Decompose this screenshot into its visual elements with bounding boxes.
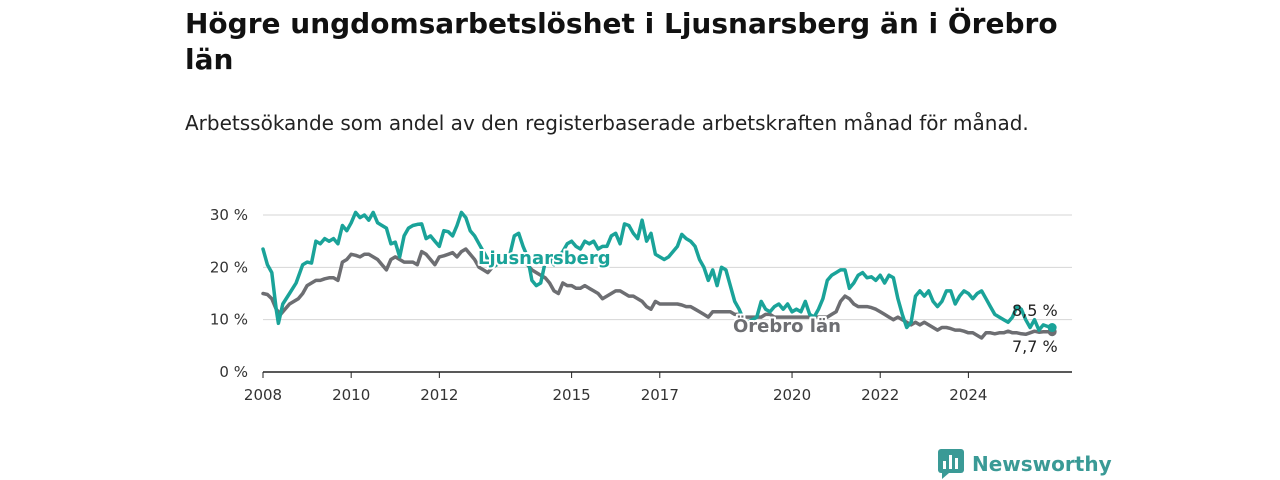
chart-subtitle: Arbetssökande som andel av den registerb…	[185, 111, 1029, 135]
y-tick-label: 30 %	[210, 206, 248, 224]
chart-title: Högre ungdomsarbetslöshet i Ljusnarsberg…	[185, 7, 1058, 76]
x-tick-label: 2020	[773, 386, 811, 404]
series-line-orebro-lan	[261, 247, 1054, 340]
newsworthy-chart-icon	[938, 449, 964, 479]
series-label-ljusnarsberg: Ljusnarsberg	[478, 248, 611, 269]
x-tick-label: 2010	[332, 386, 370, 404]
series-line-ljusnarsberg	[261, 210, 1054, 332]
x-tick-label: 2017	[641, 386, 679, 404]
end-value-ljusnarsberg: 8,5 %	[1012, 301, 1058, 320]
x-tick-label: 2008	[244, 386, 282, 404]
x-tick-label: 2024	[949, 386, 987, 404]
x-tick-label: 2022	[861, 386, 899, 404]
end-value-orebro-lan: 7,7 %	[1012, 337, 1058, 356]
y-tick-label: 10 %	[210, 311, 248, 329]
x-tick-label: 2012	[420, 386, 458, 404]
end-point-ljusnarsberg	[1047, 323, 1057, 333]
y-tick-label: 0 %	[219, 363, 248, 381]
series-label-orebro-lan: Örebro län	[733, 315, 841, 337]
y-tick-label: 20 %	[210, 258, 248, 276]
brand-logo: Newsworthy	[938, 449, 1112, 479]
line-chart: 0 % 10 % 20 % 30 % 2008 2010 2012 2015 2017 2020 2…	[210, 206, 1072, 404]
brand-name: Newsworthy	[972, 452, 1112, 476]
x-tick-label: 2015	[553, 386, 591, 404]
